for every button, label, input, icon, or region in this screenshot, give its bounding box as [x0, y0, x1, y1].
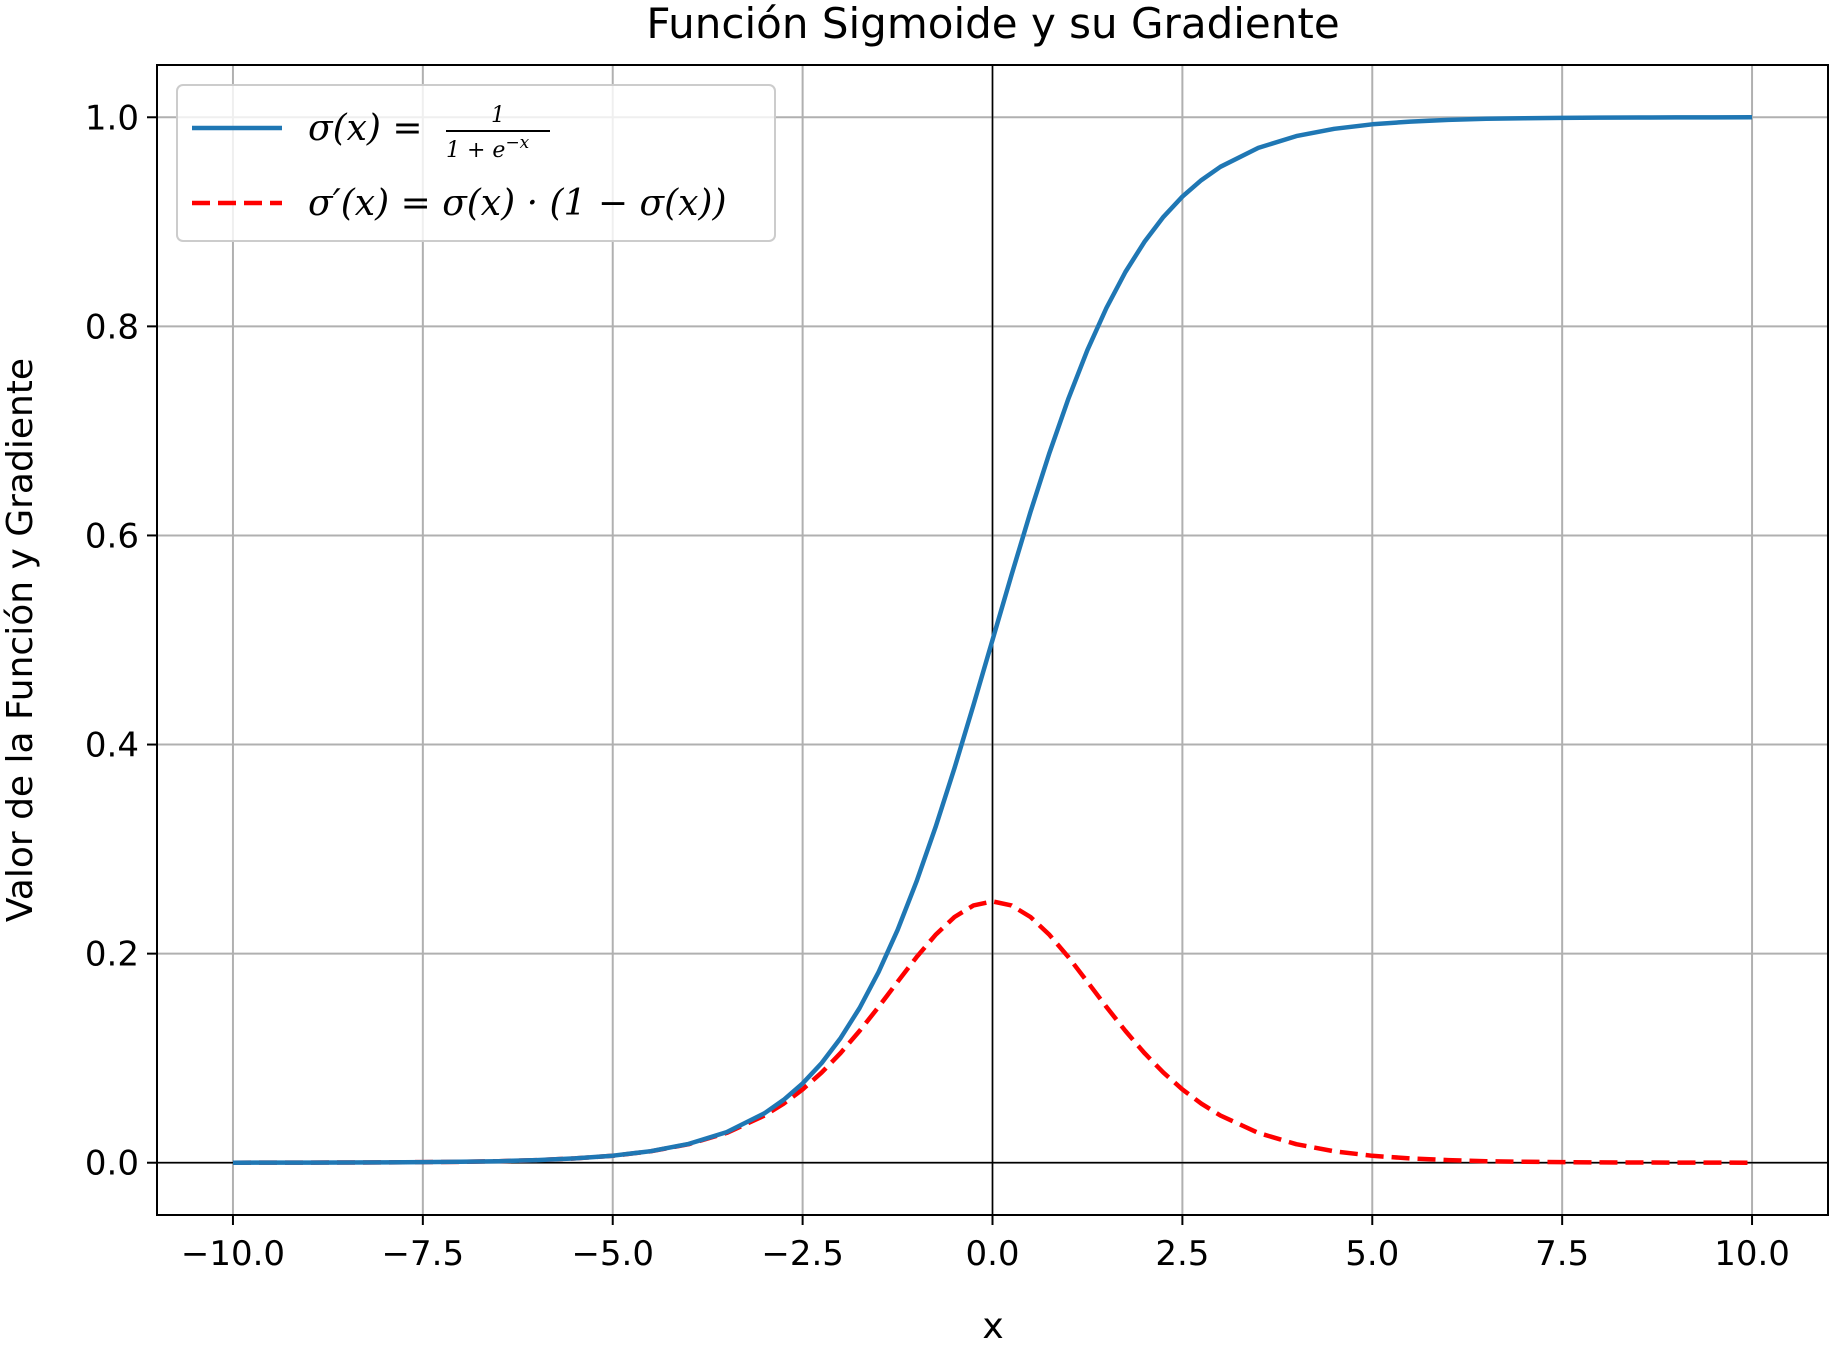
y-tick-label: 0.2: [85, 935, 139, 975]
x-tick-label: 2.5: [1155, 1234, 1209, 1274]
legend-box: [176, 84, 776, 242]
series-line-sigma: [232, 115, 1753, 1165]
x-tick-label: 5.0: [1345, 1234, 1399, 1274]
x-tick-label: 0.0: [965, 1234, 1019, 1274]
series-layer: [232, 115, 1753, 1165]
legend-sigma-denominator-exponent: −x: [505, 133, 529, 153]
x-tick-label: 10.0: [1714, 1234, 1790, 1274]
legend-sigma-numerator: 1: [491, 103, 505, 128]
legend: σ(x) = 1 1 + e−x σ′(x) = σ(x) · (1 − σ(x…: [176, 84, 776, 242]
x-tick-label: −5.0: [571, 1234, 654, 1274]
x-tick-label: −10.0: [181, 1234, 285, 1274]
x-tick-label: −2.5: [761, 1234, 844, 1274]
y-axis-label: Valor de la Función y Gradiente: [0, 358, 41, 922]
x-tick-label: −7.5: [382, 1234, 465, 1274]
y-axis-ticks: 0.0 0.2 0.4 0.6 0.8 1.0: [85, 98, 157, 1184]
y-tick-label: 0.8: [85, 307, 139, 347]
legend-entry-sigma-prime: σ′(x) = σ(x) · (1 − σ(x)): [308, 183, 727, 224]
y-tick-label: 1.0: [85, 98, 139, 138]
x-axis-label: x: [982, 1306, 1003, 1346]
x-tick-label: 7.5: [1535, 1234, 1589, 1274]
legend-sigma-denominator: 1 + e−x: [446, 133, 530, 163]
legend-entry-sigma: σ(x) =: [308, 108, 423, 149]
y-tick-label: 0.0: [85, 1144, 139, 1184]
x-axis-ticks: −10.0 −7.5 −5.0 −2.5 0.0 2.5 5.0 7.5 10.0: [181, 1215, 1790, 1274]
legend-sigma-denominator-base: 1 + e: [446, 138, 505, 163]
legend-sigma-prefix: σ(x) =: [308, 108, 423, 149]
chart-title: Función Sigmoide y su Gradiente: [646, 0, 1339, 48]
y-tick-label: 0.6: [85, 516, 139, 556]
y-tick-label: 0.4: [85, 726, 139, 766]
